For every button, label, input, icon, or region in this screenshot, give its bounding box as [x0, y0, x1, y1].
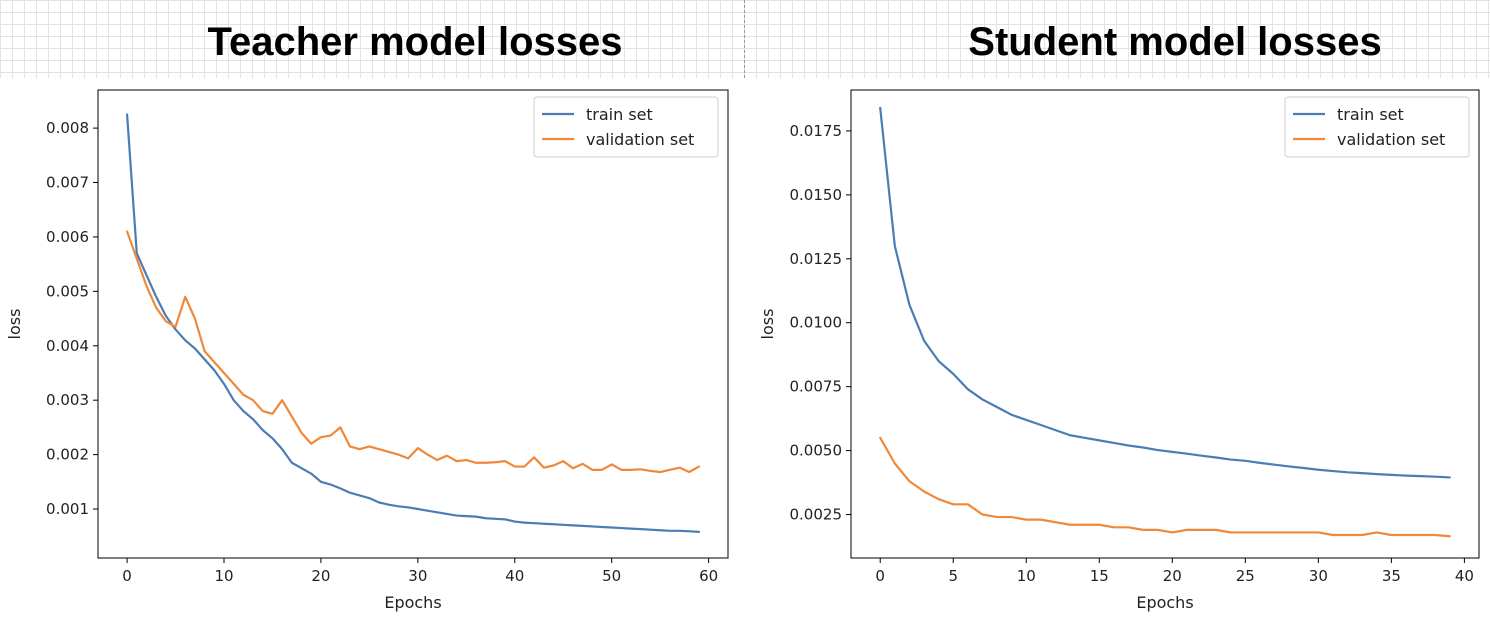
- y-tick-label: 0.006: [46, 228, 89, 246]
- y-tick-label: 0.007: [46, 174, 89, 192]
- x-tick-label: 30: [1309, 567, 1328, 585]
- title-banner: [0, 0, 1490, 78]
- x-tick-label: 40: [1455, 567, 1474, 585]
- legend-label-1: validation set: [586, 130, 694, 149]
- x-tick-label: 25: [1236, 567, 1255, 585]
- plot-frame: [97, 89, 729, 559]
- y-tick-label: 0.005: [46, 282, 89, 300]
- y-tick-label: 0.008: [46, 119, 89, 137]
- y-tick-label: 0.001: [46, 500, 89, 518]
- y-tick-label: 0.0050: [790, 442, 843, 460]
- legend: train set validation set: [1284, 96, 1470, 158]
- legend-box: [1284, 96, 1470, 158]
- y-tick-label: 0.0025: [790, 506, 843, 524]
- x-tick-label: 10: [1017, 567, 1036, 585]
- x-tick-label: 0: [122, 567, 132, 585]
- student-chart-title: Student model losses: [968, 20, 1382, 64]
- series-line-0: [879, 106, 1451, 479]
- banner-divider: [744, 0, 745, 78]
- y-tick-label: 0.002: [46, 446, 89, 464]
- x-tick-label: 40: [505, 567, 524, 585]
- series-line-1: [125, 230, 701, 474]
- series-line-0: [125, 113, 701, 533]
- student-loss-chart: 0 5 10 15 20 25 30 35 40 0.0025 0.0050 0.0075 0.0100…: [758, 89, 1480, 612]
- x-tick-label: 50: [602, 567, 621, 585]
- y-axis-label: loss: [758, 309, 777, 340]
- legend: train set validation set: [533, 96, 719, 158]
- y-tick-label: 0.0175: [790, 122, 843, 140]
- x-tick-label: 15: [1090, 567, 1109, 585]
- x-tick-label: 0: [875, 567, 885, 585]
- x-tick-label: 30: [408, 567, 427, 585]
- x-axis-label: Epochs: [384, 593, 441, 612]
- series-line-1: [879, 436, 1451, 538]
- teacher-chart-title: Teacher model losses: [207, 20, 623, 64]
- y-tick-label: 0.003: [46, 391, 89, 409]
- legend-label-0: train set: [1337, 105, 1404, 124]
- y-tick-label: 0.0125: [790, 250, 843, 268]
- y-tick-label: 0.0150: [790, 186, 843, 204]
- x-axis-label: Epochs: [1136, 593, 1193, 612]
- legend-label-1: validation set: [1337, 130, 1445, 149]
- legend-label-0: train set: [586, 105, 653, 124]
- x-tick-label: 5: [948, 567, 958, 585]
- x-tick-label: 35: [1382, 567, 1401, 585]
- plot-frame: [850, 89, 1480, 559]
- x-tick-label: 20: [1163, 567, 1182, 585]
- x-tick-label: 60: [699, 567, 718, 585]
- y-tick-label: 0.0100: [790, 314, 843, 332]
- teacher-loss-chart: 0 10 20 30 40 50 60 0.001 0.002 0.003 0.004 0.005 0.…: [5, 89, 729, 612]
- legend-box: [533, 96, 719, 158]
- y-tick-label: 0.004: [46, 337, 89, 355]
- y-axis-label: loss: [5, 309, 24, 340]
- x-tick-label: 10: [214, 567, 233, 585]
- x-tick-label: 20: [311, 567, 330, 585]
- y-tick-label: 0.0075: [790, 378, 843, 396]
